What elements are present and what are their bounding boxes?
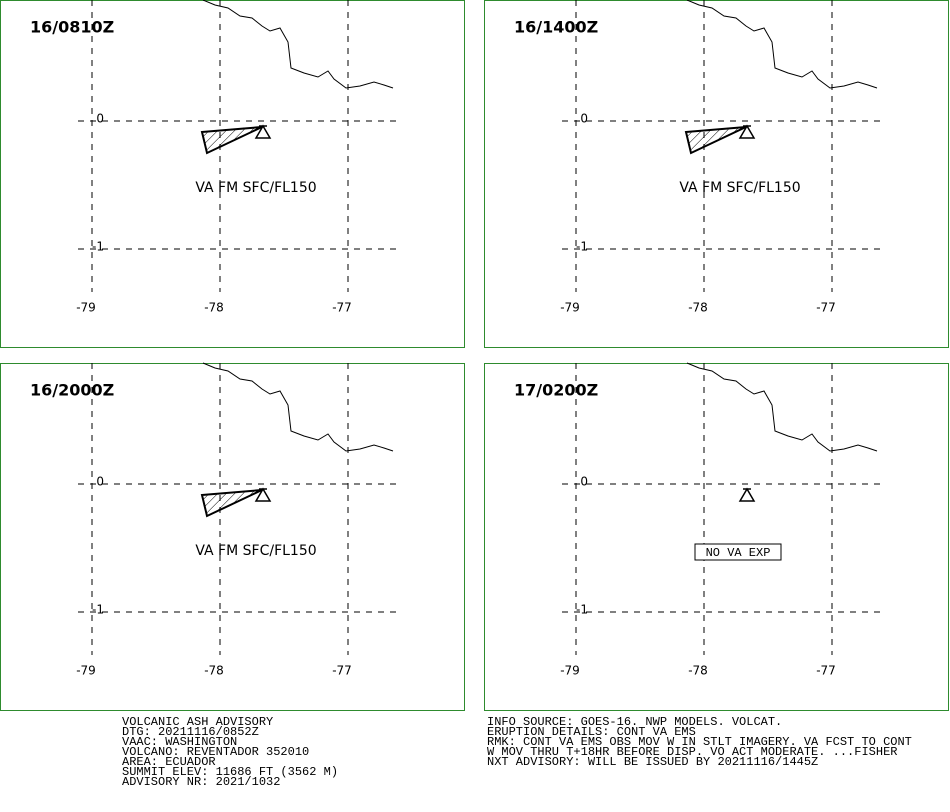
coastline [202,362,394,452]
lat-label: -1 [576,240,588,254]
ash-label: VA FM SFC/FL150 [679,180,800,196]
map-panel: -79 -78 -77 0 -1 17/0200Z NO VA EXP [484,362,949,711]
advisory-line: NXT ADVISORY: WILL BE ISSUED BY 20211116… [487,755,818,769]
volcano-symbol [738,124,756,139]
forecast-time: 17/0200Z [514,381,598,400]
ash-area [200,126,263,155]
panel-border [0,363,465,711]
advisory-line: ERUPTION DETAILS: CONT VA EMS [487,725,696,739]
lat-label: -1 [576,603,588,617]
map-panel: -79 -78 -77 0 -1 16/2000Z VA FM SFC/FL150 [0,362,465,711]
lon-label: -79 [560,301,580,315]
advisory-line: ADVISORY NR: 2021/1032 [122,775,280,789]
lon-label: -77 [332,301,352,315]
forecast-time: 16/1400Z [514,18,598,37]
lat-label: -1 [92,240,104,254]
advisory-line: AREA: ECUADOR [122,755,216,769]
map-panel: -79 -78 -77 0 -1 16/1400Z VA FM SFC/FL150 [484,0,949,348]
lon-label: -79 [560,664,580,678]
volcano-symbol [254,487,272,502]
coastline [686,362,878,452]
ash-area [200,489,263,518]
advisory-line: DTG: 20211116/0852Z [122,725,259,739]
panel-border [0,0,465,348]
lon-label: -77 [332,664,352,678]
volcano-symbol [738,487,756,502]
ash-label: VA FM SFC/FL150 [195,180,316,196]
lon-label: -78 [204,664,224,678]
lon-label: -78 [688,301,708,315]
lat-label: 0 [580,112,588,126]
forecast-time: 16/2000Z [30,381,114,400]
lat-label: -1 [92,603,104,617]
advisory-line: VOLCANIC ASH ADVISORY [122,715,273,729]
advisory-line: W MOV THRU T+18HR BEFORE DISP. VO ACT MO… [487,745,897,759]
coastline [202,0,394,89]
coastline [686,0,878,89]
advisory-line: RMK: CONT VA EMS OBS MOV W IN STLT IMAGE… [487,735,912,749]
volcano-symbol [254,124,272,139]
lon-label: -78 [204,301,224,315]
lat-label: 0 [96,475,104,489]
no-ash-label: NO VA EXP [706,546,771,560]
ash-label: VA FM SFC/FL150 [195,543,316,559]
forecast-time: 16/0810Z [30,18,114,37]
ash-area [684,126,747,155]
panel-border [484,363,949,711]
panel-border [484,0,949,348]
map-panel: -79 -78 -77 0 -1 16/0810Z VA FM SFC/FL150 [0,0,465,348]
lon-label: -78 [688,664,708,678]
advisory-line: SUMMIT ELEV: 11686 FT (3562 M) [122,765,338,779]
lat-label: 0 [580,475,588,489]
lon-label: -79 [76,664,96,678]
lat-label: 0 [96,112,104,126]
label-box [694,543,782,561]
advisory-line: INFO SOURCE: GOES-16. NWP MODELS. VOLCAT… [487,715,782,729]
advisory-line: VAAC: WASHINGTON [122,735,237,749]
advisory-line: VOLCANO: REVENTADOR 352010 [122,745,309,759]
lon-label: -77 [816,301,836,315]
lon-label: -79 [76,301,96,315]
lon-label: -77 [816,664,836,678]
